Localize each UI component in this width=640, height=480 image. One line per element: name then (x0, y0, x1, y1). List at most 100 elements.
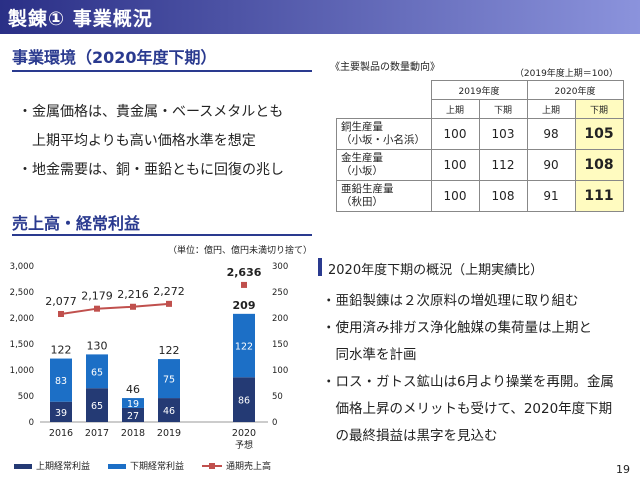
table-row: 銅生産量 （小坂・小名浜） 100 103 98 105 (336, 118, 624, 150)
x-tick-sublabel: 予想 (235, 439, 253, 451)
chart-bars (50, 313, 255, 422)
sales-value-label: 2,077 (45, 295, 77, 308)
half-header: 上期 (526, 99, 576, 119)
half-header: 下期 (478, 99, 528, 119)
x-tick-label: 2016 (49, 428, 73, 439)
legend-label-h1: 上期経常利益 (36, 460, 90, 472)
legend-label-line: 通期売上高 (226, 460, 271, 472)
bar-total-label: 122 (51, 344, 72, 357)
table-cell: 100 (430, 118, 480, 150)
bullet-item: ・亜鉛製錬は２次原料の増処理に取り組む (322, 293, 579, 309)
y-left-tick-label: 3,000 (10, 262, 34, 272)
x-tick-label: 2018 (121, 428, 145, 439)
half-header: 下期 (574, 99, 624, 119)
bar-h1-value-label: 86 (238, 396, 250, 407)
sales-line (60, 302, 170, 315)
row-label: 亜鉛生産量 （秋田） (336, 180, 432, 212)
table-corner (336, 80, 432, 119)
overview-title: 2020年度下期の概況（上期実績比） (328, 263, 544, 278)
page-number: 19 (616, 463, 630, 476)
bar-h2-value-label: 75 (163, 375, 175, 386)
legend-swatch-h1 (14, 464, 32, 469)
bar-h1 (158, 398, 180, 422)
x-tick-label: 2017 (85, 428, 109, 439)
product-table-note: （2019年度上期＝100） (514, 69, 618, 79)
bullet-item: 同水準を計画 (322, 347, 417, 363)
y-right-tick-label: 100 (272, 366, 288, 376)
bar-h1-value-label: 27 (127, 411, 139, 422)
unit-note: （単位：億円、億円未満切り捨て） (168, 246, 313, 256)
business-env-bullets: ・金属価格は、貴金属・ベースメタルとも 上期平均よりも高い価格水準を想定 ・地金… (18, 98, 284, 185)
y-right-tick-label: 0 (272, 418, 277, 428)
table-cell: 98 (526, 118, 576, 150)
bar-h2 (50, 358, 72, 402)
bullet-item: 上期平均よりも高い価格水準を想定 (18, 133, 256, 149)
bar-h2-value-label: 19 (127, 399, 139, 410)
business-env-title: 事業環境（2020年度下期） (12, 48, 217, 67)
bar-h1 (86, 388, 108, 422)
half-header: 上期 (430, 99, 480, 119)
x-tick-label: 2020 (232, 428, 256, 439)
legend-marker-line (209, 463, 215, 469)
sales-forecast-marker (241, 281, 247, 288)
y-right-tick-label: 150 (272, 340, 288, 350)
sales-marker (58, 310, 64, 317)
legend-swatch-h2 (108, 464, 126, 469)
bar-h2 (158, 359, 180, 399)
bullet-item: ・地金需要は、銅・亜鉛ともに回復の兆し (18, 162, 284, 178)
y-right-tick-label: 50 (272, 392, 283, 402)
table-cell: 112 (478, 149, 528, 181)
sales-value-label: 2,179 (81, 290, 113, 303)
sales-section-title: 売上高・経常利益 (12, 214, 141, 233)
bullet-item: ・金属価格は、貴金属・ベースメタルとも (18, 104, 284, 120)
bar-h1 (122, 407, 144, 422)
table-cell-highlight: 108 (574, 149, 624, 181)
sales-marker (94, 305, 100, 312)
table-cell: 91 (526, 180, 576, 212)
bar-h2-value-label: 65 (91, 367, 103, 378)
bar-total-label: 130 (87, 339, 108, 352)
y-right-tick-label: 300 (272, 262, 288, 272)
chart-sales-line (58, 281, 247, 317)
y-left-tick-label: 1,000 (10, 366, 34, 376)
table-cell-highlight: 111 (574, 180, 624, 212)
chart-axes: 0 500 1,000 1,500 2,000 2,500 3,000 0 50 100 150 20… (10, 262, 289, 428)
sales-value-label: 2,272 (153, 285, 185, 298)
table-cell: 90 (526, 149, 576, 181)
y-right-tick-label: 200 (272, 314, 288, 324)
y-left-tick-label: 500 (18, 392, 34, 402)
sales-value-label: 2,216 (117, 288, 149, 301)
table-cell: 108 (478, 180, 528, 212)
bar-h1 (233, 377, 255, 422)
y-left-tick-label: 2,000 (10, 314, 34, 324)
table-cell: 100 (430, 180, 480, 212)
bullet-item: 価格上昇のメリットも受けて、2020年度下期 (322, 401, 613, 417)
sales-marker (130, 303, 136, 310)
row-label: 銅生産量 （小坂・小名浜） (336, 118, 432, 150)
x-tick-label: 2019 (157, 428, 181, 439)
sales-forecast-label: 2,636 (227, 266, 262, 279)
bar-h2-value-label: 122 (235, 342, 253, 353)
header-bar: 製錬① 事業概況 (0, 0, 640, 34)
sales-profit-chart: 0 500 1,000 1,500 2,000 2,500 3,000 0 50 100 150 20… (10, 262, 289, 472)
product-table-caption: 《主要製品の数量動向》 (330, 62, 440, 73)
y-left-tick-label: 2,500 (10, 288, 34, 298)
bar-h1 (50, 401, 72, 422)
bar-h1-value-label: 46 (163, 406, 175, 417)
bar-h1-value-label: 65 (91, 401, 103, 412)
year-header: 2020年度 (526, 80, 624, 100)
sales-section-underline (12, 234, 312, 236)
bar-h2 (233, 313, 255, 378)
bullet-item: ・ロス・ガトス鉱山は6月より操業を再開。金属 (322, 374, 614, 390)
bullet-item: の最終損益は黒字を見込む (322, 428, 498, 444)
table-cell: 100 (430, 149, 480, 181)
bar-h2 (122, 398, 144, 408)
overview-bullets: ・亜鉛製錬は２次原料の増処理に取り組む ・使用済み排ガス浄化触媒の集荷量は上期と… (322, 288, 614, 450)
business-env-underline (12, 70, 312, 72)
bar-total-label: 122 (159, 344, 180, 357)
y-left-tick-label: 0 (29, 418, 34, 428)
y-left-tick-label: 1,500 (10, 340, 34, 350)
bar-h2-value-label: 83 (55, 376, 67, 387)
y-right-tick-label: 250 (272, 288, 288, 298)
